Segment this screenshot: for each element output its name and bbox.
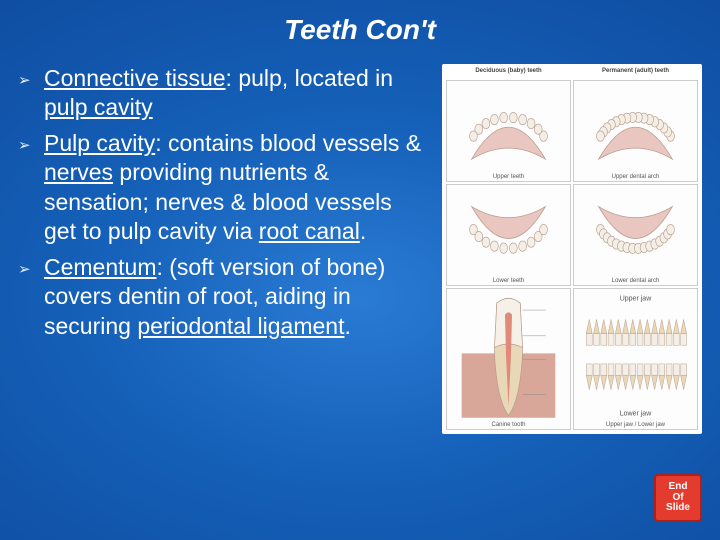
fig-col-heading-right: Permanent (adult) teeth — [573, 68, 698, 78]
arch-caption: Upper teeth — [447, 174, 570, 180]
arch-caption: Lower dental arch — [574, 278, 697, 284]
bullet-marker-icon: ➢ — [18, 64, 44, 90]
bullet-text: Pulp cavity: contains blood vessels & ne… — [44, 129, 428, 247]
bullet-text: Cementum: (soft version of bone) covers … — [44, 253, 428, 341]
badge-line: Slide — [666, 503, 690, 514]
dental-figure: Deciduous (baby) teeth Permanent (adult)… — [442, 64, 702, 434]
arch-upper-baby: Upper teeth — [446, 80, 571, 182]
arch-caption: Lower teeth — [447, 278, 570, 284]
svg-text:Upper jaw: Upper jaw — [620, 295, 653, 302]
bullet-marker-icon: ➢ — [18, 129, 44, 155]
content-row: ➢Connective tissue: pulp, located in pul… — [0, 46, 720, 434]
jaw-diagram: Upper jaw Lower jaw Upper jaw / Lower jaw — [573, 288, 698, 430]
arch-caption: Upper dental arch — [574, 174, 697, 180]
arch-svg — [447, 81, 570, 181]
arch-lower-adult: Lower dental arch — [573, 184, 698, 286]
bullet-item: ➢Connective tissue: pulp, located in pul… — [18, 64, 428, 123]
tooth-svg — [447, 289, 570, 429]
slide-title: Teeth Con't — [0, 0, 720, 46]
arch-svg — [447, 185, 570, 285]
tooth-cross-section: Canine tooth — [446, 288, 571, 430]
arch-svg — [574, 81, 697, 181]
svg-text:Lower jaw: Lower jaw — [620, 410, 653, 417]
bullet-text: Connective tissue: pulp, located in pulp… — [44, 64, 428, 123]
jaw-caption: Upper jaw / Lower jaw — [574, 422, 697, 428]
bullet-item: ➢Pulp cavity: contains blood vessels & n… — [18, 129, 428, 247]
fig-col-heading-left: Deciduous (baby) teeth — [446, 68, 571, 78]
bullet-item: ➢Cementum: (soft version of bone) covers… — [18, 253, 428, 341]
bullet-list: ➢Connective tissue: pulp, located in pul… — [18, 64, 428, 434]
jaw-svg: Upper jaw Lower jaw — [574, 289, 697, 429]
arch-upper-adult: Upper dental arch — [573, 80, 698, 182]
end-of-slide-badge: End Of Slide — [654, 474, 702, 522]
tooth-caption: Canine tooth — [447, 422, 570, 428]
bullet-marker-icon: ➢ — [18, 253, 44, 279]
arch-lower-baby: Lower teeth — [446, 184, 571, 286]
arch-svg — [574, 185, 697, 285]
